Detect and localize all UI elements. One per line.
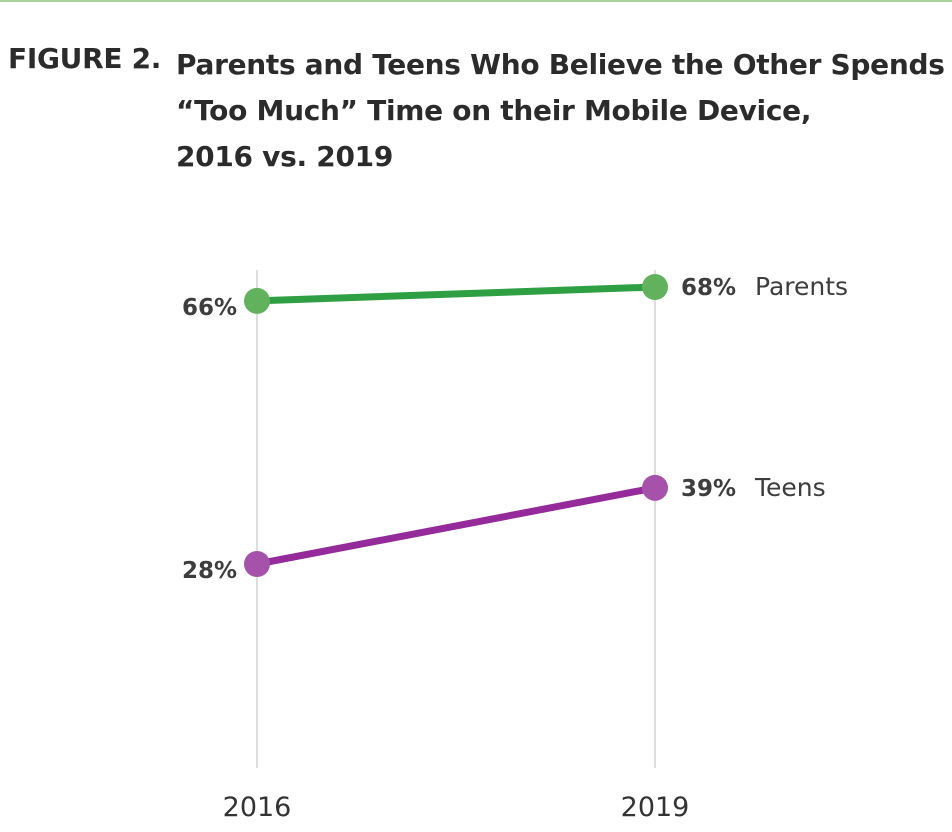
figure-label: FIGURE 2. (8, 42, 162, 75)
value-label-parents-2019: 68% (681, 275, 736, 301)
x-tick-label-2016: 2016 (223, 792, 292, 823)
data-point-teens-2019 (642, 474, 668, 501)
value-label-teens-2016: 28% (182, 558, 237, 584)
figure-title-line-3: 2016 vs. 2019 (176, 140, 394, 173)
figure-title-line-2: “Too Much” Time on their Mobile Device, (176, 94, 812, 127)
x-tick-label-2019: 2019 (621, 792, 690, 823)
figure-title-line-1: Parents and Teens Who Believe the Other … (176, 48, 945, 81)
figure-title: Parents and Teens Who Believe the Other … (176, 42, 948, 180)
top-rule (0, 0, 952, 2)
data-point-parents-2016 (244, 287, 270, 314)
value-label-parents-2016: 66% (182, 295, 237, 321)
data-point-teens-2016 (244, 551, 270, 577)
series-line-teens (253, 484, 659, 568)
series-name-parents: Parents (755, 272, 848, 301)
data-point-parents-2019 (642, 274, 668, 300)
value-label-teens-2019: 39% (681, 476, 736, 502)
series-line-parents (253, 283, 659, 305)
series-name-teens: Teens (754, 473, 826, 502)
